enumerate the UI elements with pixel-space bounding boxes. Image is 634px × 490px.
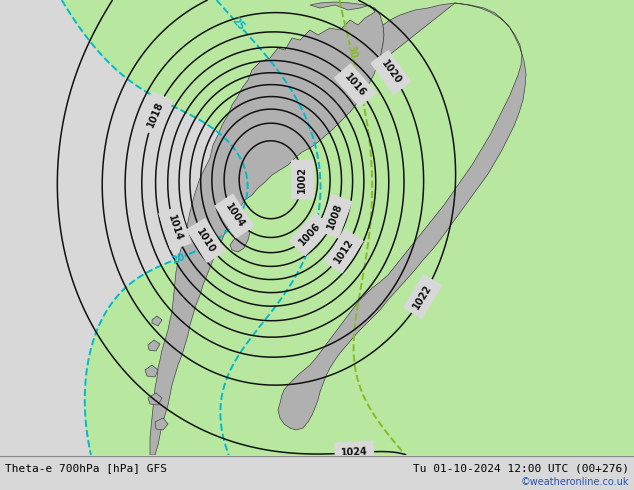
Polygon shape [152, 316, 162, 326]
Polygon shape [148, 340, 160, 351]
Text: 1012: 1012 [332, 237, 356, 265]
Text: 1004: 1004 [223, 202, 246, 230]
Polygon shape [145, 365, 158, 377]
Text: 1002: 1002 [297, 166, 307, 193]
Polygon shape [278, 3, 526, 430]
Text: 1014: 1014 [166, 214, 184, 243]
Polygon shape [230, 228, 250, 252]
Polygon shape [148, 393, 162, 405]
Text: 1016: 1016 [342, 72, 368, 98]
Polygon shape [150, 2, 384, 455]
Text: 1022: 1022 [411, 282, 434, 311]
Polygon shape [155, 418, 168, 430]
Text: 20: 20 [170, 251, 186, 266]
Text: ©weatheronline.co.uk: ©weatheronline.co.uk [521, 477, 629, 487]
Text: 1010: 1010 [195, 226, 217, 254]
Text: 1024: 1024 [340, 447, 368, 459]
Text: 25: 25 [230, 16, 247, 33]
Text: 1020: 1020 [379, 58, 403, 86]
Text: Tu 01-10-2024 12:00 UTC (00+276): Tu 01-10-2024 12:00 UTC (00+276) [413, 463, 629, 473]
Text: 30: 30 [345, 44, 358, 59]
Text: 1008: 1008 [326, 201, 345, 230]
Text: 1018: 1018 [145, 99, 165, 128]
Text: 1006: 1006 [297, 221, 323, 247]
Text: Theta-e 700hPa [hPa] GFS: Theta-e 700hPa [hPa] GFS [5, 463, 167, 473]
